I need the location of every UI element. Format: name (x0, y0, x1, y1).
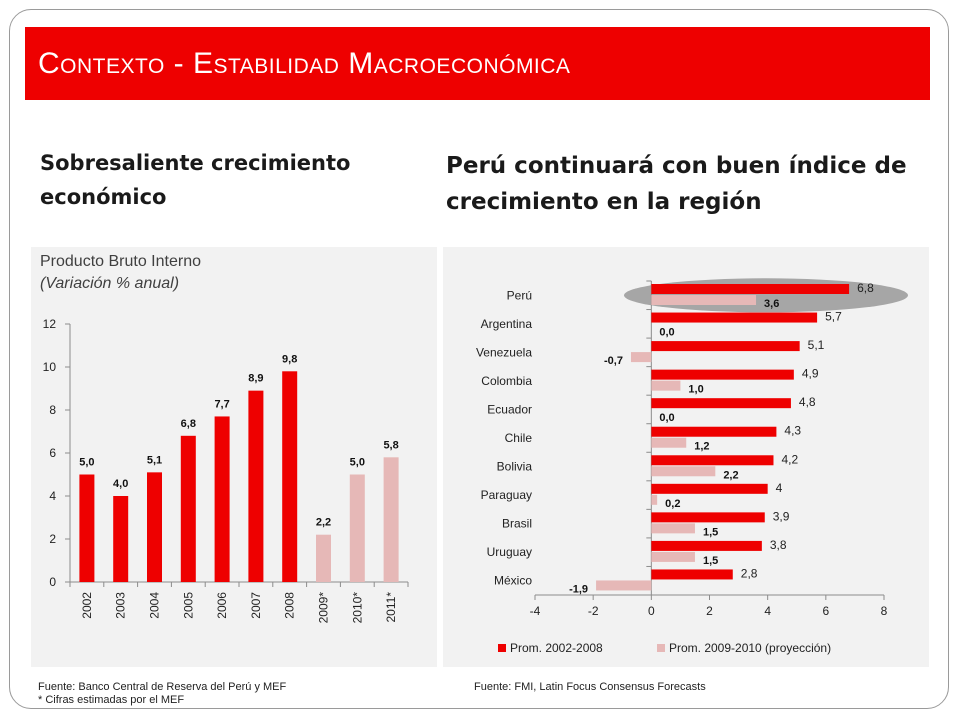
title-banner (25, 27, 930, 100)
slide-frame (9, 9, 949, 709)
footer-source-right: Fuente: FMI, Latin Focus Consensus Forec… (474, 681, 706, 693)
right-heading: Perú continuará con buen índice de creci… (446, 153, 907, 215)
gdp-chart-subtitle: (Variación % anual) (40, 275, 180, 292)
gdp-chart-panel (31, 247, 437, 667)
footer-note-left: * Cifras estimadas por el MEF (38, 694, 185, 706)
gdp-chart-title: Producto Bruto Interno (40, 253, 201, 270)
slide-title: Contexto - Estabilidad Macroeconómica (38, 47, 571, 80)
footer-source-left: Fuente: Banco Central de Reserva del Per… (38, 681, 287, 693)
left-heading: Sobresaliente crecimiento económico (40, 151, 351, 209)
region-chart-panel (443, 247, 929, 667)
